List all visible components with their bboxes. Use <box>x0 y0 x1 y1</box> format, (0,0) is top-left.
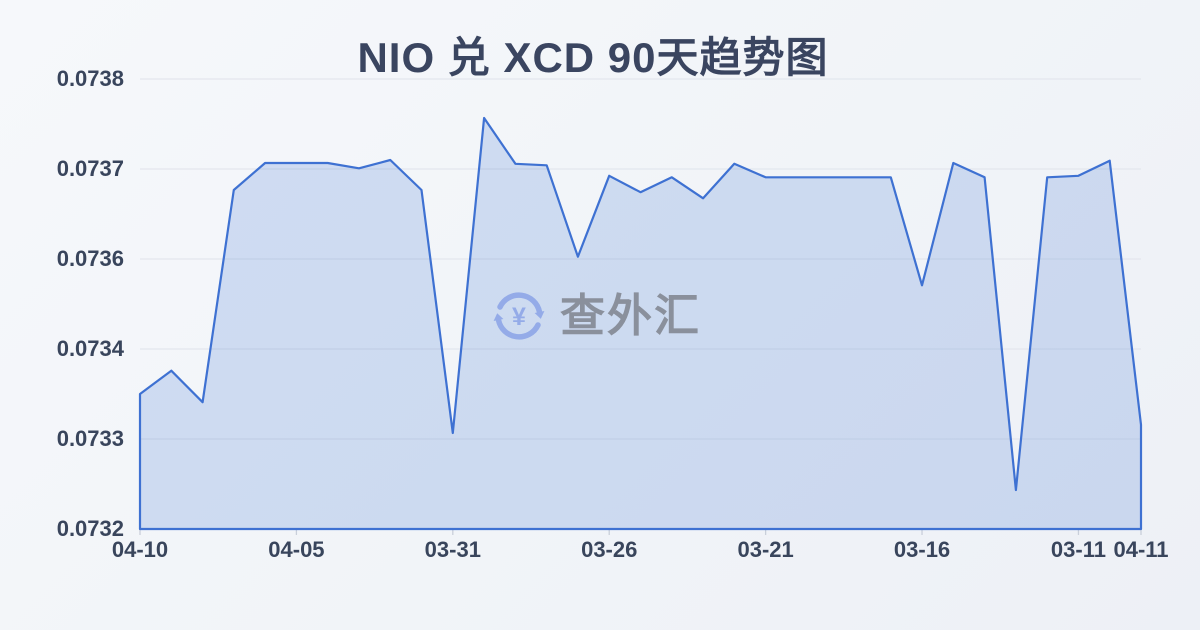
currency-exchange-icon: ¥ <box>493 292 545 340</box>
chart-title: NIO 兑 XCD 90天趋势图 <box>357 34 829 81</box>
y-axis-label: 0.0738 <box>56 66 124 91</box>
x-axis-label: 03-11 <box>1050 537 1106 562</box>
x-axis-label: 04-05 <box>268 537 325 562</box>
x-axis-label: 03-16 <box>893 537 951 562</box>
y-axis-label: 0.0733 <box>56 426 124 451</box>
x-axis-label: 03-21 <box>737 537 794 562</box>
y-axis-label: 0.0732 <box>56 516 124 541</box>
yen-symbol: ¥ <box>512 303 526 331</box>
area-series <box>138 116 1143 531</box>
x-axis-label: 03-31 <box>424 537 481 562</box>
watermark: ¥ 查外汇 <box>490 287 701 345</box>
y-axis-label: 0.0737 <box>56 156 124 181</box>
axis-tick-marks <box>139 530 1142 535</box>
y-axis-label: 0.0734 <box>56 336 124 361</box>
watermark-text: 查外汇 <box>560 290 702 341</box>
x-axis-label: 04-10 <box>111 537 169 562</box>
x-axis-label: 04-11 <box>1113 537 1169 562</box>
x-axis-label: 03-26 <box>581 537 638 562</box>
y-axis-label: 0.0736 <box>56 246 124 271</box>
